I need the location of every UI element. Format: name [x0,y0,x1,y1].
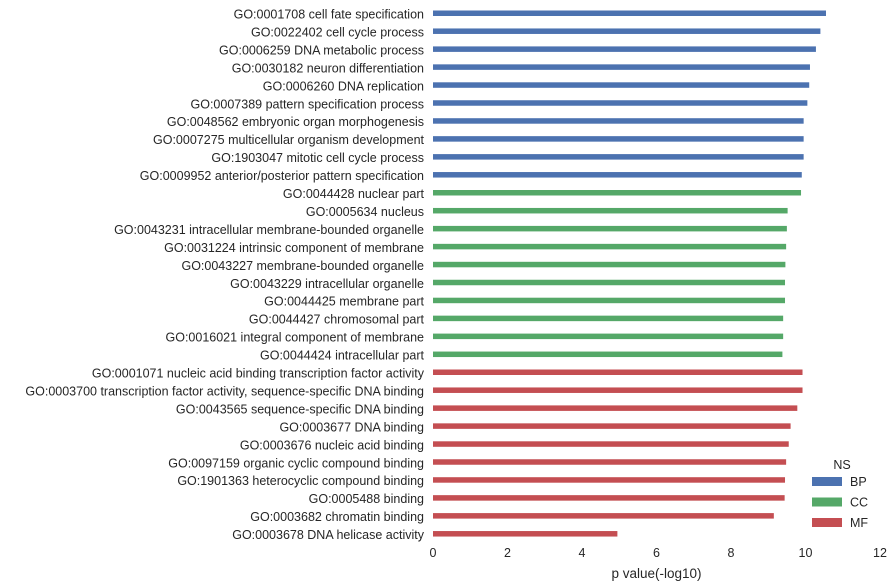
bar-bp [433,172,802,178]
bar-cc [433,333,784,340]
category-label: GO:0003677 DNA binding [279,420,424,434]
category-label: GO:0048562 embryonic organ morphogenesis [167,115,424,129]
category-label: GO:0005634 nucleus [306,205,424,219]
bar-bp [433,118,804,124]
x-axis: 0 2 4 6 8 10 12 [430,546,887,560]
category-label: GO:0003676 nucleic acid binding [240,438,424,452]
x-axis-title: p value(-log10) [611,566,701,581]
legend-label: BP [850,475,867,489]
category-label: GO:0044428 nuclear part [283,187,425,201]
bar-mf [433,369,803,375]
bar-cc [433,207,788,214]
category-label: GO:0007275 multicellular organism develo… [153,133,425,147]
category-label: GO:0005488 binding [309,492,424,506]
category-label: GO:0043229 intracellular organelle [230,277,424,291]
category-labels: GO:0001708 cell fate specification GO:002… [25,8,424,543]
category-label: GO:0006260 DNA replication [263,79,424,93]
legend-swatch-bp [812,477,842,486]
x-tick-label: 10 [799,546,813,560]
x-tick-label: 2 [504,546,511,560]
bar-bp [433,154,804,160]
bar-mf [433,513,774,519]
legend-label: CC [850,496,868,510]
bar-mf [433,441,789,447]
legend-swatch-cc [812,497,842,507]
category-label: GO:0043565 sequence-specific DNA binding [176,402,424,416]
category-label: GO:0044424 intracellular part [260,349,425,363]
bar-cc [433,279,786,286]
bar-cc [433,190,802,196]
bar-bp [433,136,804,142]
legend-label: MF [850,516,868,530]
category-label: GO:0016021 integral component of membran… [166,331,425,345]
bar-bp [433,82,810,88]
bar-mf [433,405,798,411]
bar-mf [433,423,791,429]
x-tick-label: 0 [430,546,437,560]
category-label: GO:0097159 organic cyclic compound bindi… [168,456,424,470]
category-label: GO:1901363 heterocyclic compound binding [177,474,424,488]
category-label: GO:0043231 intracellular membrane-bounde… [114,223,424,237]
legend-swatch-mf [812,518,842,527]
bar-mf [433,495,785,501]
legend: NS BP CC MF [812,458,868,530]
category-label: GO:0009952 anterior/posterior pattern sp… [140,169,424,183]
bar-mf [433,531,618,537]
category-label: GO:0030182 neuron differentiation [232,61,424,75]
bar-cc [433,297,786,304]
category-label: GO:0003678 DNA helicase activity [232,528,425,542]
category-label: GO:0022402 cell cycle process [251,25,424,39]
category-label: GO:0044425 membrane part [264,295,424,309]
bar-bp [433,10,826,16]
bar-cc [433,243,787,250]
bar-cc [433,225,787,232]
x-tick-label: 6 [653,546,660,560]
bar-bp [433,28,821,34]
x-tick-label: 12 [873,546,887,560]
category-label: GO:0031224 intrinsic component of membra… [164,241,424,255]
category-label: GO:1903047 mitotic cell cycle process [211,151,424,165]
bar-cc [433,315,784,322]
category-label: GO:0006259 DNA metabolic process [219,43,424,57]
category-label: GO:0007389 pattern specification process [191,97,424,111]
bar-mf [433,459,787,465]
category-label: GO:0003682 chromatin binding [250,510,424,524]
x-tick-label: 4 [579,546,586,560]
x-tick-label: 8 [728,546,735,560]
bar-bp [433,100,808,106]
category-label: GO:0043227 membrane-bounded organelle [181,259,424,273]
bar-mf [433,477,786,483]
bars [433,10,826,537]
category-label: GO:0044427 chromosomal part [249,313,425,327]
category-label: GO:0003700 transcription factor activity… [25,384,424,398]
bar-bp [433,64,810,70]
bar-cc [433,261,786,268]
bar-mf [433,387,803,393]
bar-cc [433,351,783,358]
bar-bp [433,46,816,52]
category-label: GO:0001071 nucleic acid binding transcri… [92,367,425,381]
legend-title: NS [833,458,850,472]
category-label: GO:0001708 cell fate specification [234,8,424,22]
